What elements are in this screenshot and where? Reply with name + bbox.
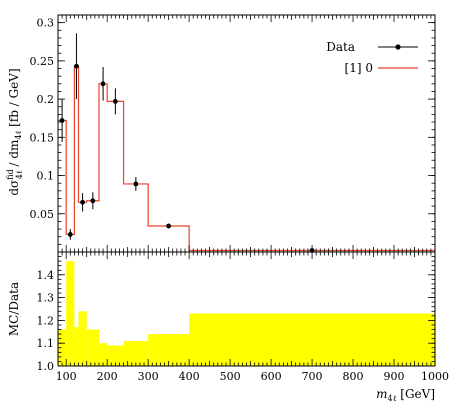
x-tick-label: 400 [179,370,200,383]
ratio-panel: 1.0 1.1 1.2 1.3 1.4 100 200 300 400 500 600 700 800… [37,251,449,383]
ratio-band [58,261,435,366]
data-point [67,232,73,237]
legend-entry-data: Data [326,40,355,54]
data-point [100,81,106,87]
ratio-band-bin [148,334,190,366]
ratio-y-tick-label: 1.0 [37,360,55,373]
x-tick-label: 100 [56,370,77,383]
main-x-ticks [61,15,436,252]
x-tick-label: 200 [97,370,118,383]
ratio-band-bin [78,311,87,366]
ratio-band-bin [107,345,124,366]
ratio-y-tick-label: 1.3 [37,292,55,305]
data-points [59,33,315,253]
data-point [80,199,85,205]
x-tick-label: 900 [384,370,405,383]
main-y-ticks: 0.05 0.1 0.15 0.2 0.25 0.3 [30,17,435,245]
ratio-band-bin [66,261,75,366]
y-tick-label: 0.1 [37,170,55,183]
ratio-band-bin [123,340,149,366]
data-point [133,181,139,187]
x-tick-label: 300 [138,370,159,383]
main-y-axis-label: dσfid4ℓ / dm4ℓ [fb / GeV] [6,68,24,195]
x-tick-label: 1000 [421,370,449,383]
y-tick-label: 0.3 [37,17,55,30]
y-tick-label: 0.2 [37,93,55,106]
ratio-band-bin [98,343,108,366]
y-tick-label: 0.15 [30,131,55,144]
ratio-y-axis-label: MC/Data [7,282,21,336]
y-tick-label: 0.25 [30,55,55,68]
x-tick-label: 700 [302,370,323,383]
x-tick-label: 500 [220,370,241,383]
legend: Data [1] 0 [326,40,418,75]
data-point [74,63,79,69]
ratio-y-tick-label: 1.1 [37,337,55,350]
ratio-band-bin [189,313,435,366]
ratio-y-ticks: 1.0 1.1 1.2 1.3 1.4 [37,256,435,373]
data-point [90,198,96,204]
data-point [166,223,172,229]
ratio-x-ticks: 100 200 300 400 500 600 700 800 900 1000 [56,252,449,383]
ratio-band-bin [86,329,99,366]
legend-entry-model: [1] 0 [345,61,373,75]
ratio-y-tick-label: 1.4 [37,269,55,282]
ratio-band-bin [74,327,79,366]
main-panel: 0.05 0.1 0.15 0.2 0.25 0.3 [30,14,436,253]
ratio-band-bin [58,329,67,366]
data-point [112,98,118,104]
model-histogram-line [58,65,435,252]
x-tick-label: 600 [261,370,282,383]
legend-data-marker [395,44,401,50]
x-axis-label: m4ℓ [GeV] [376,387,435,403]
main-frame [57,14,436,253]
main-histogram [58,65,435,252]
y-tick-label: 0.05 [30,208,55,221]
ratio-y-tick-label: 1.2 [37,314,55,327]
x-tick-label: 800 [343,370,364,383]
